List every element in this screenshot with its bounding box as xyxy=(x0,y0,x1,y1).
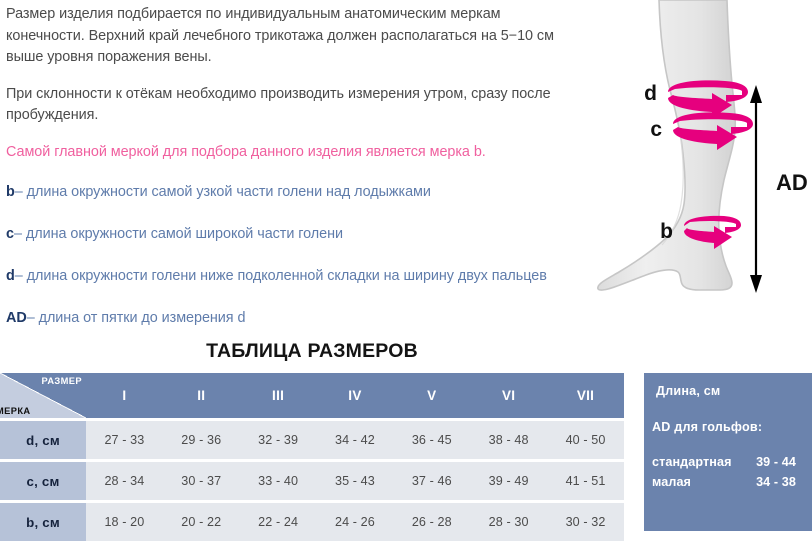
diagram-label-b: b xyxy=(660,220,673,243)
size-table-header-row: РАЗМЕР МЕРКА I II III IV V VI VII xyxy=(0,373,624,418)
column-header-3: III xyxy=(239,373,317,418)
cell-c-7: 41 - 51 xyxy=(547,459,624,500)
cell-d-4: 34 - 42 xyxy=(316,418,394,459)
measurement-band-b xyxy=(684,215,741,249)
cell-d-6: 38 - 48 xyxy=(470,418,548,459)
length-panel-subtitle: AD для гольфов: xyxy=(652,420,763,434)
column-header-5: V xyxy=(393,373,471,418)
cell-c-1: 28 - 34 xyxy=(86,459,163,500)
column-header-6: VI xyxy=(470,373,548,418)
definition-b-text: длина окружности самой узкой части голен… xyxy=(26,184,431,200)
definition-b-dash: – xyxy=(14,184,23,200)
length-panel: Длина, см AD для гольфов: стандартная 39… xyxy=(644,373,812,531)
length-panel-title: Длина, см xyxy=(656,384,721,398)
table-row: с, см 28 - 34 30 - 37 33 - 40 35 - 43 37… xyxy=(0,459,624,500)
cell-c-2: 30 - 37 xyxy=(162,459,240,500)
highlight-note: Самой главной меркой для подбора данного… xyxy=(6,143,486,160)
cell-b-3: 22 - 24 xyxy=(239,500,317,541)
ad-dimension-arrow xyxy=(750,85,762,293)
definition-ad-dash: – xyxy=(26,309,35,326)
definition-ad-key: AD xyxy=(6,309,27,326)
definition-b-key: b xyxy=(6,184,15,200)
definition-c-dash: – xyxy=(13,225,22,242)
cell-b-5: 26 - 28 xyxy=(393,500,471,541)
column-header-2: II xyxy=(162,373,240,418)
cell-c-5: 37 - 46 xyxy=(393,459,471,500)
cell-d-3: 32 - 39 xyxy=(239,418,317,459)
definition-d: d– длина окружности голени ниже подколен… xyxy=(6,266,574,288)
diagram-label-d: d xyxy=(644,82,657,105)
instructions-block: Размер изделия подбирается по индивидуал… xyxy=(6,4,574,329)
cell-b-6: 28 - 30 xyxy=(470,500,548,541)
cell-c-4: 35 - 43 xyxy=(316,459,394,500)
cell-c-6: 39 - 49 xyxy=(470,459,548,500)
column-header-7: VII xyxy=(547,373,624,418)
length-row-small-name: малая xyxy=(652,475,692,489)
row-label-d: d, см xyxy=(0,418,86,459)
definition-d-text: длина окружности голени ниже подколенной… xyxy=(26,268,547,284)
cell-c-3: 33 - 40 xyxy=(239,459,317,500)
cell-d-7: 40 - 50 xyxy=(547,418,624,459)
table-row: b, см 18 - 20 20 - 22 22 - 24 24 - 26 26… xyxy=(0,500,624,541)
intro-paragraph-2: При склонности к отёкам необходимо произ… xyxy=(6,85,551,124)
definition-c-text: длина окружности самой широкой части гол… xyxy=(25,225,343,242)
row-label-b: b, см xyxy=(0,500,86,541)
length-row-standard-value: 39 - 44 xyxy=(756,455,796,469)
cell-b-7: 30 - 32 xyxy=(547,500,624,541)
cell-d-2: 29 - 36 xyxy=(162,418,240,459)
corner-measure-label: МЕРКА xyxy=(0,406,31,416)
intro-paragraph-1: Размер изделия подбирается по индивидуал… xyxy=(6,6,554,65)
diagram-label-ad: AD xyxy=(776,170,808,195)
definition-d-dash: – xyxy=(14,268,23,284)
definition-b: b– длина окружности самой узкой части го… xyxy=(6,182,574,204)
cell-d-1: 27 - 33 xyxy=(86,418,163,459)
column-header-1: I xyxy=(86,373,163,418)
corner-diagonal-divider xyxy=(0,373,86,418)
cell-d-5: 36 - 45 xyxy=(393,418,471,459)
length-row-small-value: 34 - 38 xyxy=(756,475,796,489)
definition-ad-text: длина от пятки до измерения d xyxy=(38,309,246,326)
cell-b-4: 24 - 26 xyxy=(316,500,394,541)
cell-b-2: 20 - 22 xyxy=(162,500,240,541)
diagram-label-c: c xyxy=(650,118,662,141)
column-header-4: IV xyxy=(316,373,394,418)
cell-b-1: 18 - 20 xyxy=(86,500,163,541)
definition-c-key: c xyxy=(6,225,14,242)
definition-c: c– длина окружности самой широкой части … xyxy=(6,224,574,246)
corner-size-label: РАЗМЕР xyxy=(41,376,82,386)
row-label-c: с, см xyxy=(0,459,86,500)
measurement-band-d xyxy=(668,80,748,118)
leg-measurement-diagram: d c b AD xyxy=(580,0,812,332)
size-table: РАЗМЕР МЕРКА I II III IV V VI VII d, см … xyxy=(0,373,624,541)
length-row-standard-name: стандартная xyxy=(652,455,732,469)
definition-ad: AD– длина от пятки до измерения d xyxy=(6,308,574,330)
definition-d-key: d xyxy=(6,268,15,284)
measurement-band-c xyxy=(673,112,753,150)
size-table-title: ТАБЛИЦА РАЗМЕРОВ xyxy=(206,340,418,362)
table-corner-cell: РАЗМЕР МЕРКА xyxy=(0,373,86,418)
table-row: d, см 27 - 33 29 - 36 32 - 39 34 - 42 36… xyxy=(0,418,624,459)
